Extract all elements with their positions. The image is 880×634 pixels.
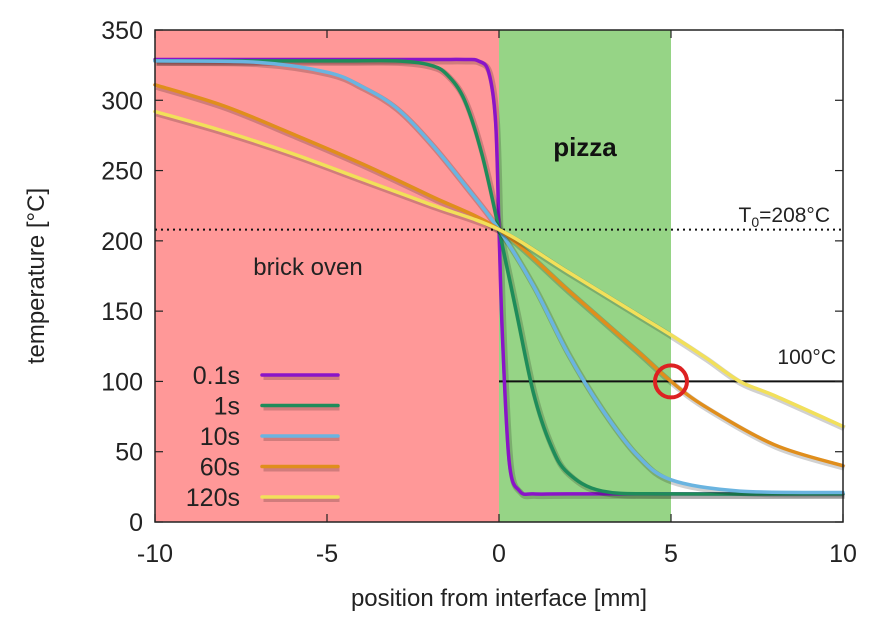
- series-line-60s: [153, 83, 845, 468]
- x-axis-title: position from interface [mm]: [351, 585, 647, 612]
- series-line-120s: [153, 109, 845, 429]
- y-tick-label: 0: [129, 509, 143, 537]
- y-axis-title: temperature [°C]: [23, 188, 50, 364]
- region-brick-oven: [155, 30, 499, 522]
- x-tick-label: 10: [829, 540, 857, 568]
- y-tick-label: 50: [115, 439, 143, 467]
- legend-label-120s: 120s: [186, 484, 240, 512]
- y-tick-label: 100: [101, 368, 143, 396]
- y-tick-label: 200: [101, 228, 143, 256]
- x-tick-label: 0: [492, 540, 506, 568]
- x-tick-label: -10: [137, 540, 173, 568]
- y-tick-label: 350: [101, 17, 143, 45]
- 100c-reference-label: 100°C: [777, 346, 836, 369]
- x-tick-label: 5: [664, 540, 678, 568]
- y-tick-label: 250: [101, 158, 143, 186]
- y-tick-label: 150: [101, 298, 143, 326]
- y-tick-label: 300: [101, 87, 143, 115]
- legend-label-10s: 10s: [200, 423, 240, 451]
- legend-label-1s: 1s: [214, 393, 240, 421]
- t0-reference-label: T0=208°C: [739, 204, 831, 230]
- x-tick-label: -5: [316, 540, 338, 568]
- legend-label-60s: 60s: [200, 454, 240, 482]
- legend-label-0.1s: 0.1s: [193, 362, 240, 390]
- highlight-circle: [653, 363, 689, 400]
- region-label-pizza: pizza: [553, 132, 617, 162]
- region-label-brick-oven: brick oven: [253, 254, 362, 281]
